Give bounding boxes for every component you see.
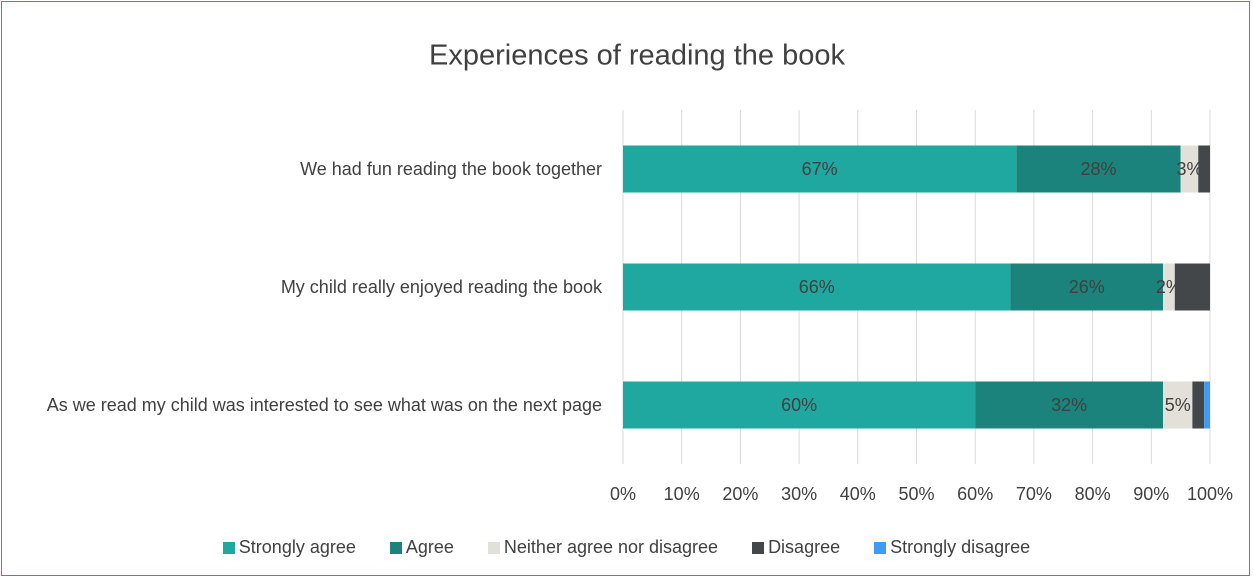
x-tick-label: 80% <box>1075 484 1111 504</box>
bar-segment <box>1198 145 1210 193</box>
legend-label: Strongly agree <box>238 537 356 557</box>
data-label: 5% <box>1165 395 1191 415</box>
legend-item: Disagree <box>752 537 840 558</box>
bar-segment <box>975 381 1164 429</box>
legend-item: Strongly agree <box>222 537 356 558</box>
legend-label: Neither agree nor disagree <box>503 537 719 557</box>
data-label: 67% <box>802 159 838 179</box>
bar-segment <box>623 145 1017 193</box>
bar-segment <box>1174 263 1210 311</box>
legend-swatch <box>487 541 500 554</box>
legend-item: Strongly disagree <box>874 537 1030 558</box>
legend-item: Agree <box>389 537 454 558</box>
legend-swatch <box>389 541 402 554</box>
x-tick-label: 60% <box>957 484 993 504</box>
data-label: 3% <box>1176 159 1202 179</box>
legend: Strongly agree Agree Neither agree nor dis… <box>0 537 1253 558</box>
x-tick-label: 20% <box>722 484 758 504</box>
data-label: 26% <box>1069 277 1105 297</box>
y-tick-text: My child really enjoyed reading the book <box>280 277 602 297</box>
legend-label: Strongly disagree <box>890 537 1031 557</box>
bar-segment <box>1010 263 1164 311</box>
data-label: 32% <box>1051 395 1087 415</box>
x-tick-label: 40% <box>840 484 876 504</box>
bar-segment <box>1016 145 1181 193</box>
bar-segment <box>1163 263 1175 311</box>
chart-title: Experiences of reading the book <box>429 40 845 72</box>
x-tick-label: 10% <box>664 484 700 504</box>
x-tick-label: 50% <box>898 484 934 504</box>
y-tick-text: We had fun reading the book together <box>300 159 602 179</box>
legend-swatch <box>874 541 887 554</box>
legend-item: Neither agree nor disagree <box>487 537 719 558</box>
data-label: 60% <box>781 395 817 415</box>
legend-label: Agree <box>405 537 454 557</box>
x-tick-label: 90% <box>1133 484 1169 504</box>
legend-label: Disagree <box>768 537 841 557</box>
bar-segment <box>1180 145 1199 193</box>
legend-swatch <box>222 541 235 554</box>
data-label: 28% <box>1080 159 1116 179</box>
x-tick-label: 30% <box>781 484 817 504</box>
legend-swatch <box>752 541 765 554</box>
bar-segment <box>1204 381 1210 429</box>
y-tick-label: My child really enjoyed reading the book <box>12 257 602 317</box>
bar-segment <box>623 381 976 429</box>
bar-segment <box>1163 381 1193 429</box>
y-tick-label: As we read my child was interested to se… <box>12 375 602 435</box>
x-tick-label: 0% <box>610 484 636 504</box>
y-tick-label: We had fun reading the book together <box>12 139 602 199</box>
data-label: 66% <box>799 277 835 297</box>
y-tick-text: As we read my child was interested to se… <box>46 395 602 415</box>
x-tick-label: 100% <box>1187 484 1233 504</box>
bar-segment <box>1192 381 1205 429</box>
bar-segment <box>623 263 1011 311</box>
x-tick-label: 70% <box>1016 484 1052 504</box>
